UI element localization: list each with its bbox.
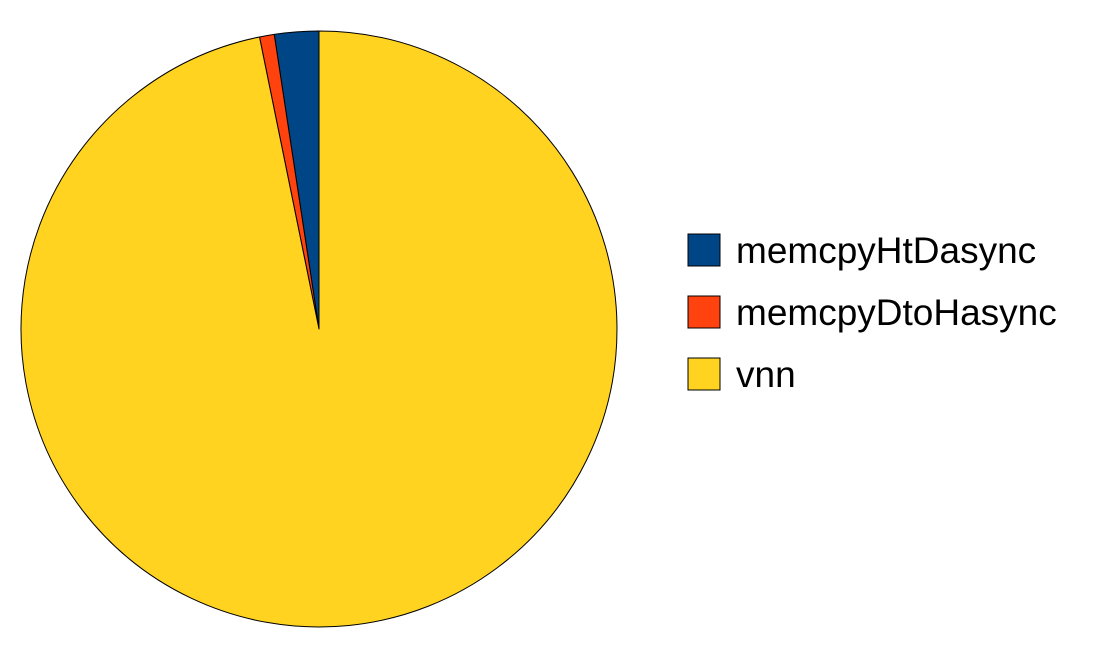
- pie-slices: [20, 30, 618, 628]
- legend-swatch-memcpyhtdasync: [687, 233, 721, 267]
- legend-swatch-vnn: [687, 357, 721, 391]
- legend-label-memcpyhtdasync: memcpyHtDasync: [736, 230, 1036, 271]
- legend-swatch-memcpydtohasync: [687, 295, 721, 329]
- legend: memcpyHtDasync memcpyDtoHasync vnn: [687, 230, 1057, 395]
- pie-slice-vnn: [20, 30, 618, 628]
- legend-label-memcpydtohasync: memcpyDtoHasync: [736, 292, 1057, 333]
- legend-label-vnn: vnn: [736, 354, 796, 395]
